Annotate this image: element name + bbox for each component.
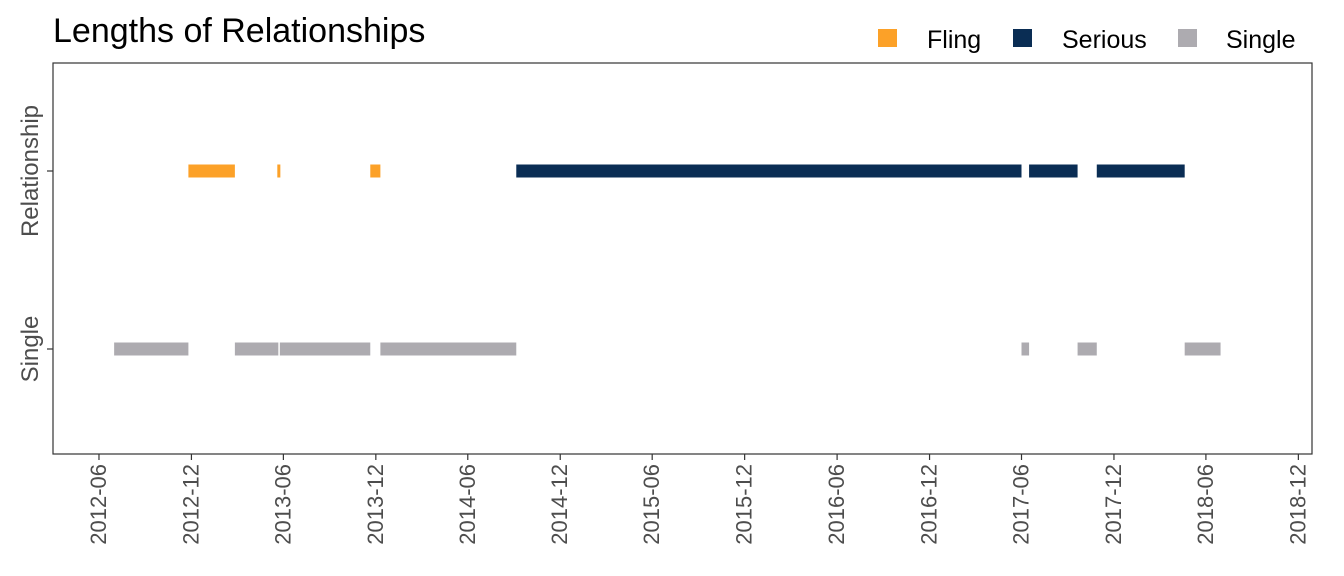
y-axis: Single Relationship: [17, 105, 53, 382]
x-tick-label: 2016-12: [917, 464, 942, 545]
segment-fling-1: [277, 164, 281, 178]
x-tick-label: 2015-06: [639, 464, 664, 545]
segment-serious-0: [516, 164, 1022, 178]
x-axis: 2012-06 2012-12 2013-06 2013-12 2014-06 2014-…: [86, 454, 1310, 545]
legend: Fling Serious Single: [878, 26, 1296, 54]
segment-single-3: [380, 342, 517, 356]
x-tick-label: 2018-12: [1285, 464, 1310, 545]
x-tick-label: 2015-12: [732, 464, 757, 545]
y-tick-label: Relationship: [17, 105, 44, 237]
plot-panel: [52, 62, 1313, 455]
legend-swatch-serious: [1013, 29, 1032, 47]
x-tick-label: 2018-06: [1193, 464, 1218, 545]
x-tick-label: 2012-06: [86, 464, 111, 545]
segment-single-2: [279, 342, 371, 356]
legend-label-serious: Serious: [1062, 26, 1147, 54]
x-tick-label: 2017-12: [1101, 464, 1126, 545]
x-tick-label: 2013-12: [363, 464, 388, 545]
chart-title: Lengths of Relationships: [53, 12, 425, 50]
legend-swatch-single: [1178, 29, 1197, 47]
segment-serious-2: [1096, 164, 1185, 178]
x-tick-label: 2014-06: [455, 464, 480, 545]
segment-single-6: [1184, 342, 1221, 356]
segment-single-5: [1077, 342, 1097, 356]
legend-swatch-fling: [878, 29, 897, 47]
segment-single-1: [234, 342, 279, 356]
segment-fling-0: [188, 164, 235, 178]
x-tick-label: 2016-06: [824, 464, 849, 545]
x-tick-label: 2013-06: [270, 464, 295, 545]
x-tick-label: 2014-12: [547, 464, 572, 545]
segment-single-0: [114, 342, 189, 356]
x-tick-label: 2012-12: [178, 464, 203, 545]
segment-single-4: [1021, 342, 1030, 356]
x-tick-label: 2017-06: [1009, 464, 1034, 545]
segments: [114, 164, 1221, 356]
segment-serious-1: [1029, 164, 1078, 178]
legend-label-fling: Fling: [927, 26, 981, 54]
segment-fling-2: [370, 164, 381, 178]
legend-label-single: Single: [1226, 26, 1296, 54]
y-tick-label: Single: [17, 316, 44, 383]
